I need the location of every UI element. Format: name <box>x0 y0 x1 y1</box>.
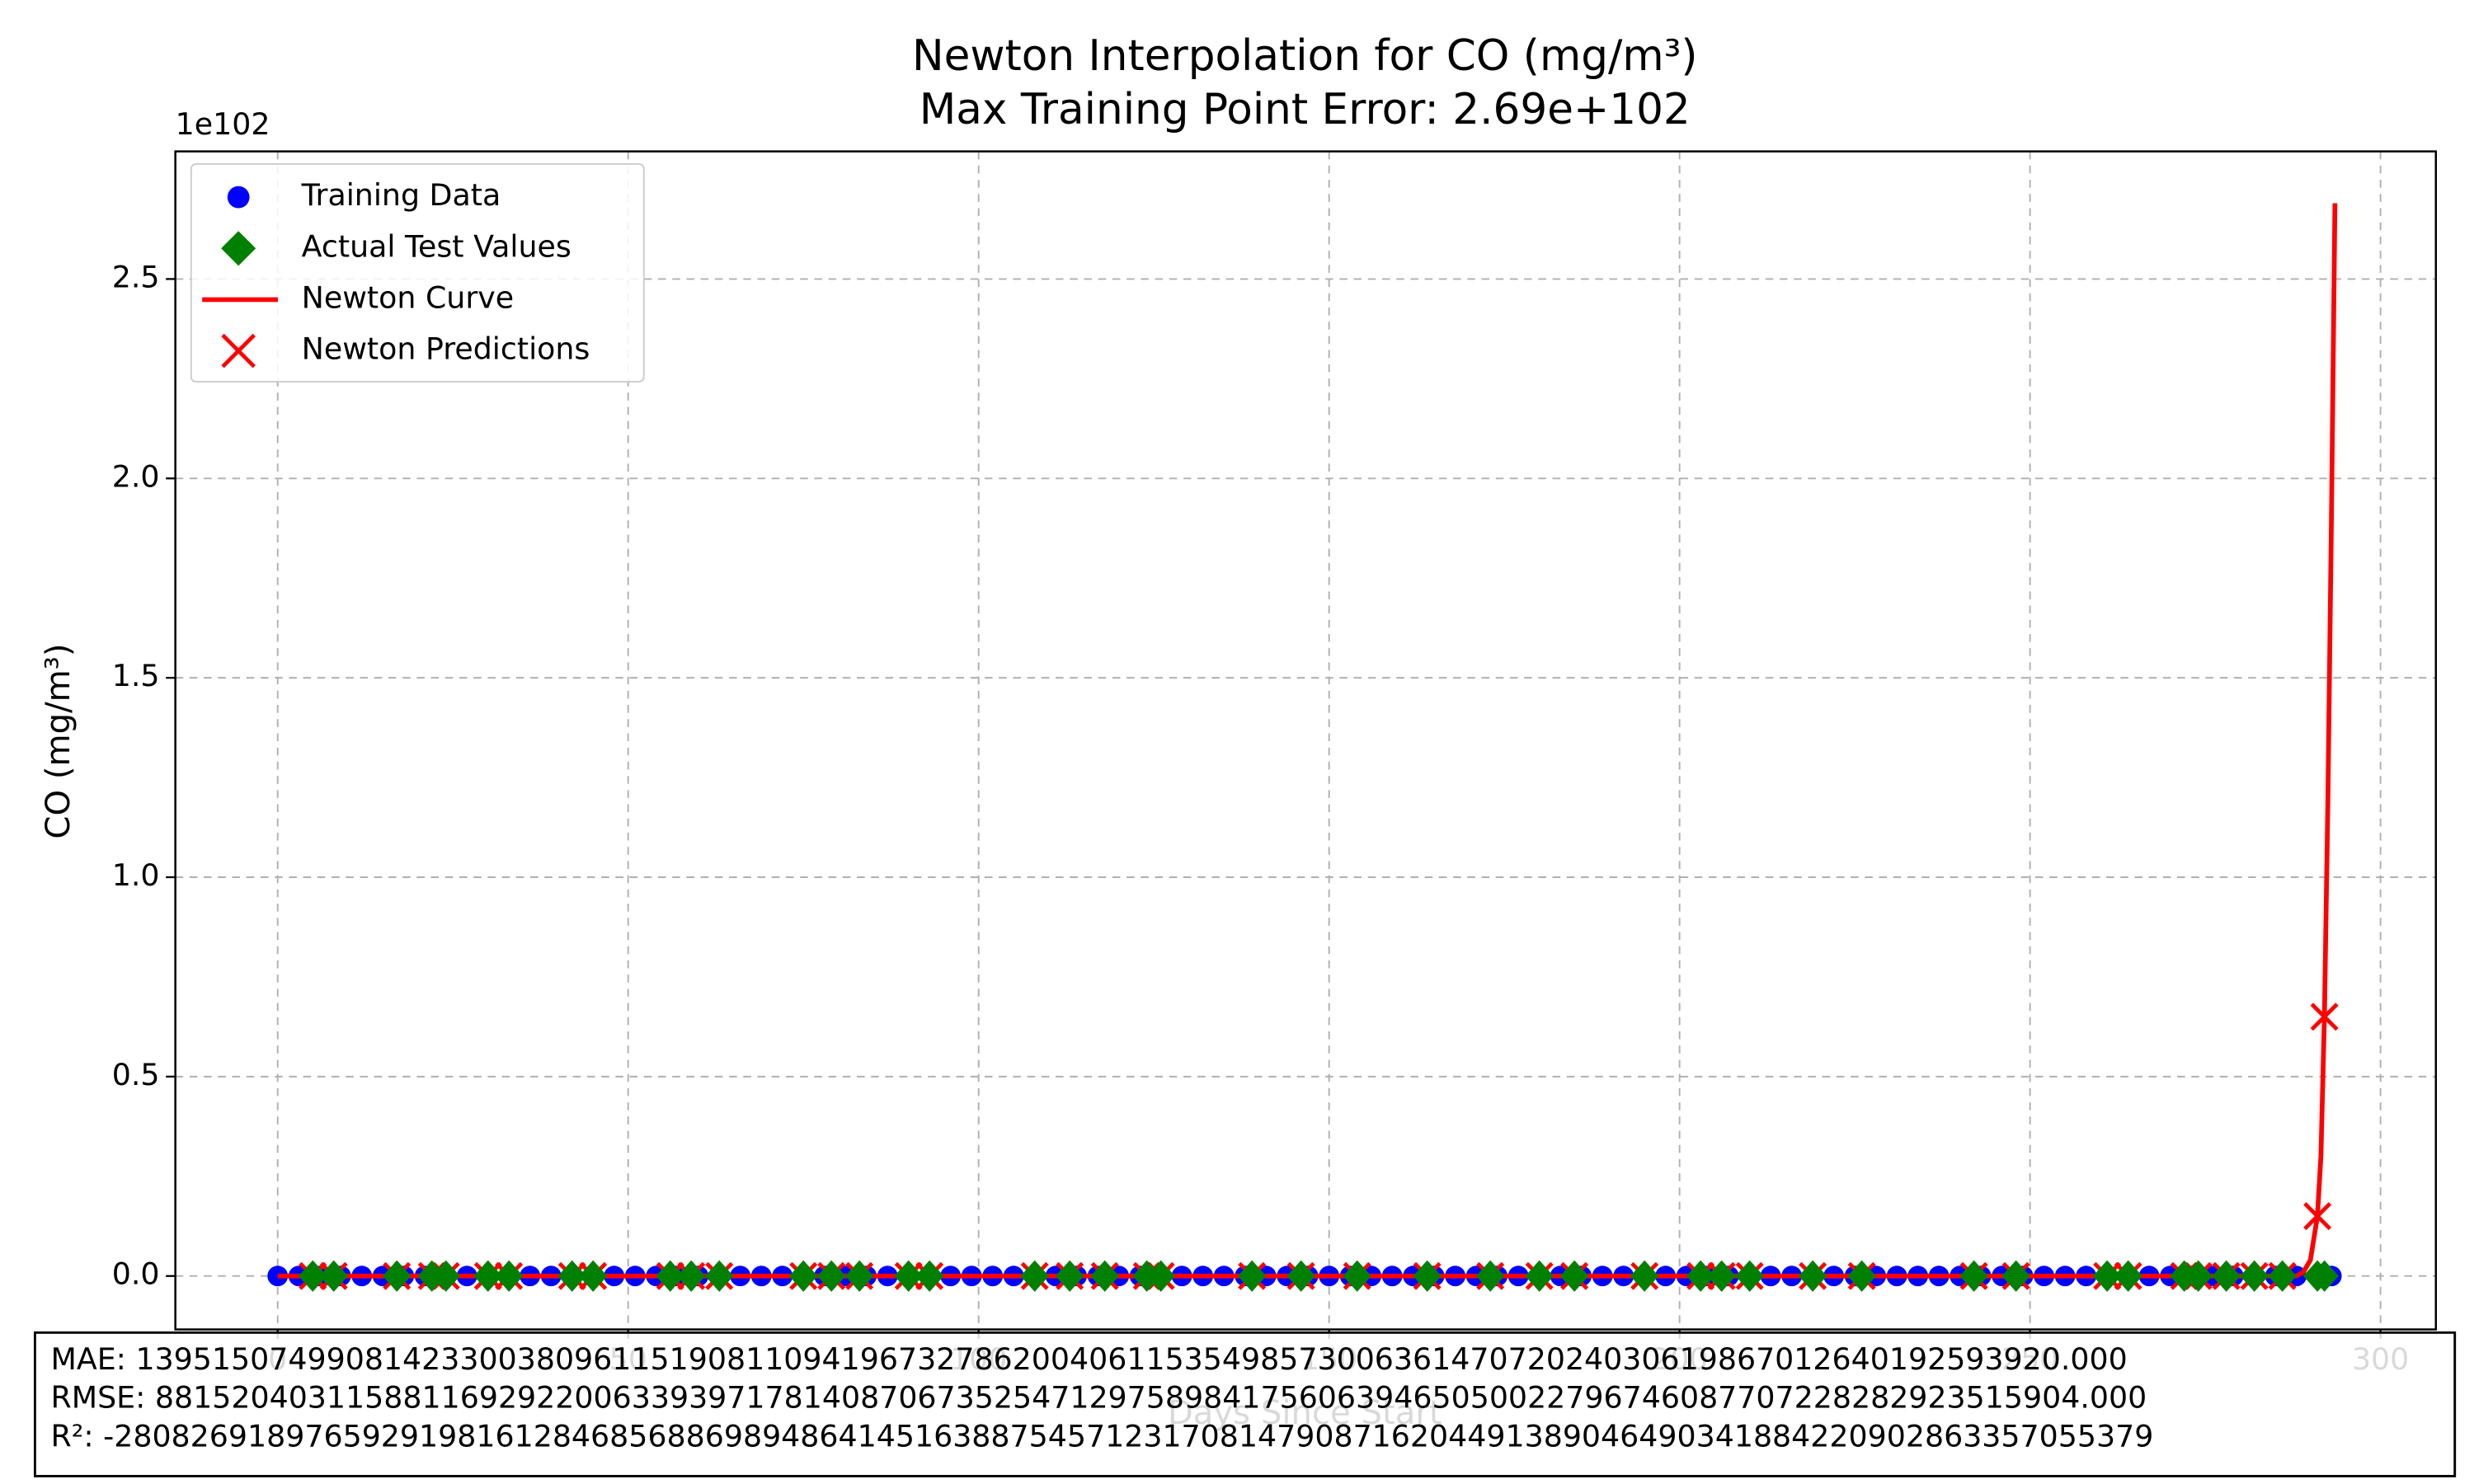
legend-marker <box>221 333 256 369</box>
y-tick-label: 0.5 <box>112 1057 160 1092</box>
test-point <box>1847 1260 1876 1292</box>
legend-label: Newton Predictions <box>302 331 590 367</box>
test-point <box>2114 1260 2142 1292</box>
chart-title: Newton Interpolation for CO (mg/m³) <box>912 31 1698 81</box>
y-axis-label: CO (mg/m³) <box>40 643 78 838</box>
test-point <box>1798 1260 1827 1292</box>
metrics-box <box>33 1331 2457 1477</box>
metric-line: RMSE: 8815204031158811692922006339397178… <box>51 1380 2147 1416</box>
test-point <box>1475 1260 1505 1292</box>
test-point <box>473 1260 502 1292</box>
prediction-point <box>2310 1003 2339 1031</box>
legend-label: Actual Test Values <box>302 228 571 264</box>
metric-line: R²: -28082691897659291981612846856886989… <box>51 1419 2154 1454</box>
test-point <box>844 1260 874 1292</box>
test-point <box>1525 1260 1554 1292</box>
test-point <box>1630 1260 1659 1292</box>
test-point <box>816 1260 846 1292</box>
y-tick-label: 1.0 <box>112 857 160 893</box>
test-point <box>705 1260 734 1292</box>
test-point <box>1090 1260 1119 1292</box>
test-point <box>2092 1260 2122 1292</box>
test-point <box>1707 1260 1736 1292</box>
test-point <box>1959 1260 1988 1292</box>
test-point <box>383 1260 412 1292</box>
y-tick-label: 0.0 <box>112 1256 160 1292</box>
test-point <box>915 1260 944 1292</box>
plot-frame <box>174 150 2438 1331</box>
test-point <box>2310 1260 2339 1292</box>
legend-box <box>190 162 645 383</box>
legend-marker <box>227 186 250 209</box>
y-tick-label: 2.0 <box>112 458 160 494</box>
test-point <box>495 1260 524 1292</box>
legend-label: Newton Curve <box>302 279 514 315</box>
test-point <box>1559 1260 1589 1292</box>
metric-line: MAE: 13951507499081423300380961151908110… <box>51 1341 2128 1377</box>
test-point <box>1237 1260 1267 1292</box>
y-tick-label: 1.5 <box>112 658 160 693</box>
test-point <box>677 1260 706 1292</box>
test-point <box>2240 1260 2269 1292</box>
prediction-point <box>2303 1202 2332 1231</box>
metrics-text: MAE: 13951507499081423300380961151908110… <box>51 1341 2154 1454</box>
legend-label: Training Data <box>301 177 501 213</box>
test-point <box>2184 1260 2213 1292</box>
test-point <box>1020 1260 1049 1292</box>
test-point <box>1686 1260 1715 1292</box>
test-point <box>2212 1260 2241 1292</box>
y-tick-label: 2.5 <box>112 259 160 294</box>
chart-subtitle: Max Training Point Error: 2.69e+102 <box>920 85 1691 134</box>
y-offset-label: 1e102 <box>176 106 270 142</box>
legend-marker <box>221 231 256 266</box>
test-point <box>2001 1260 2030 1292</box>
test-point <box>1735 1260 1764 1292</box>
test-point <box>2268 1260 2297 1292</box>
test-point <box>1343 1260 1371 1292</box>
test-point <box>1146 1260 1175 1292</box>
